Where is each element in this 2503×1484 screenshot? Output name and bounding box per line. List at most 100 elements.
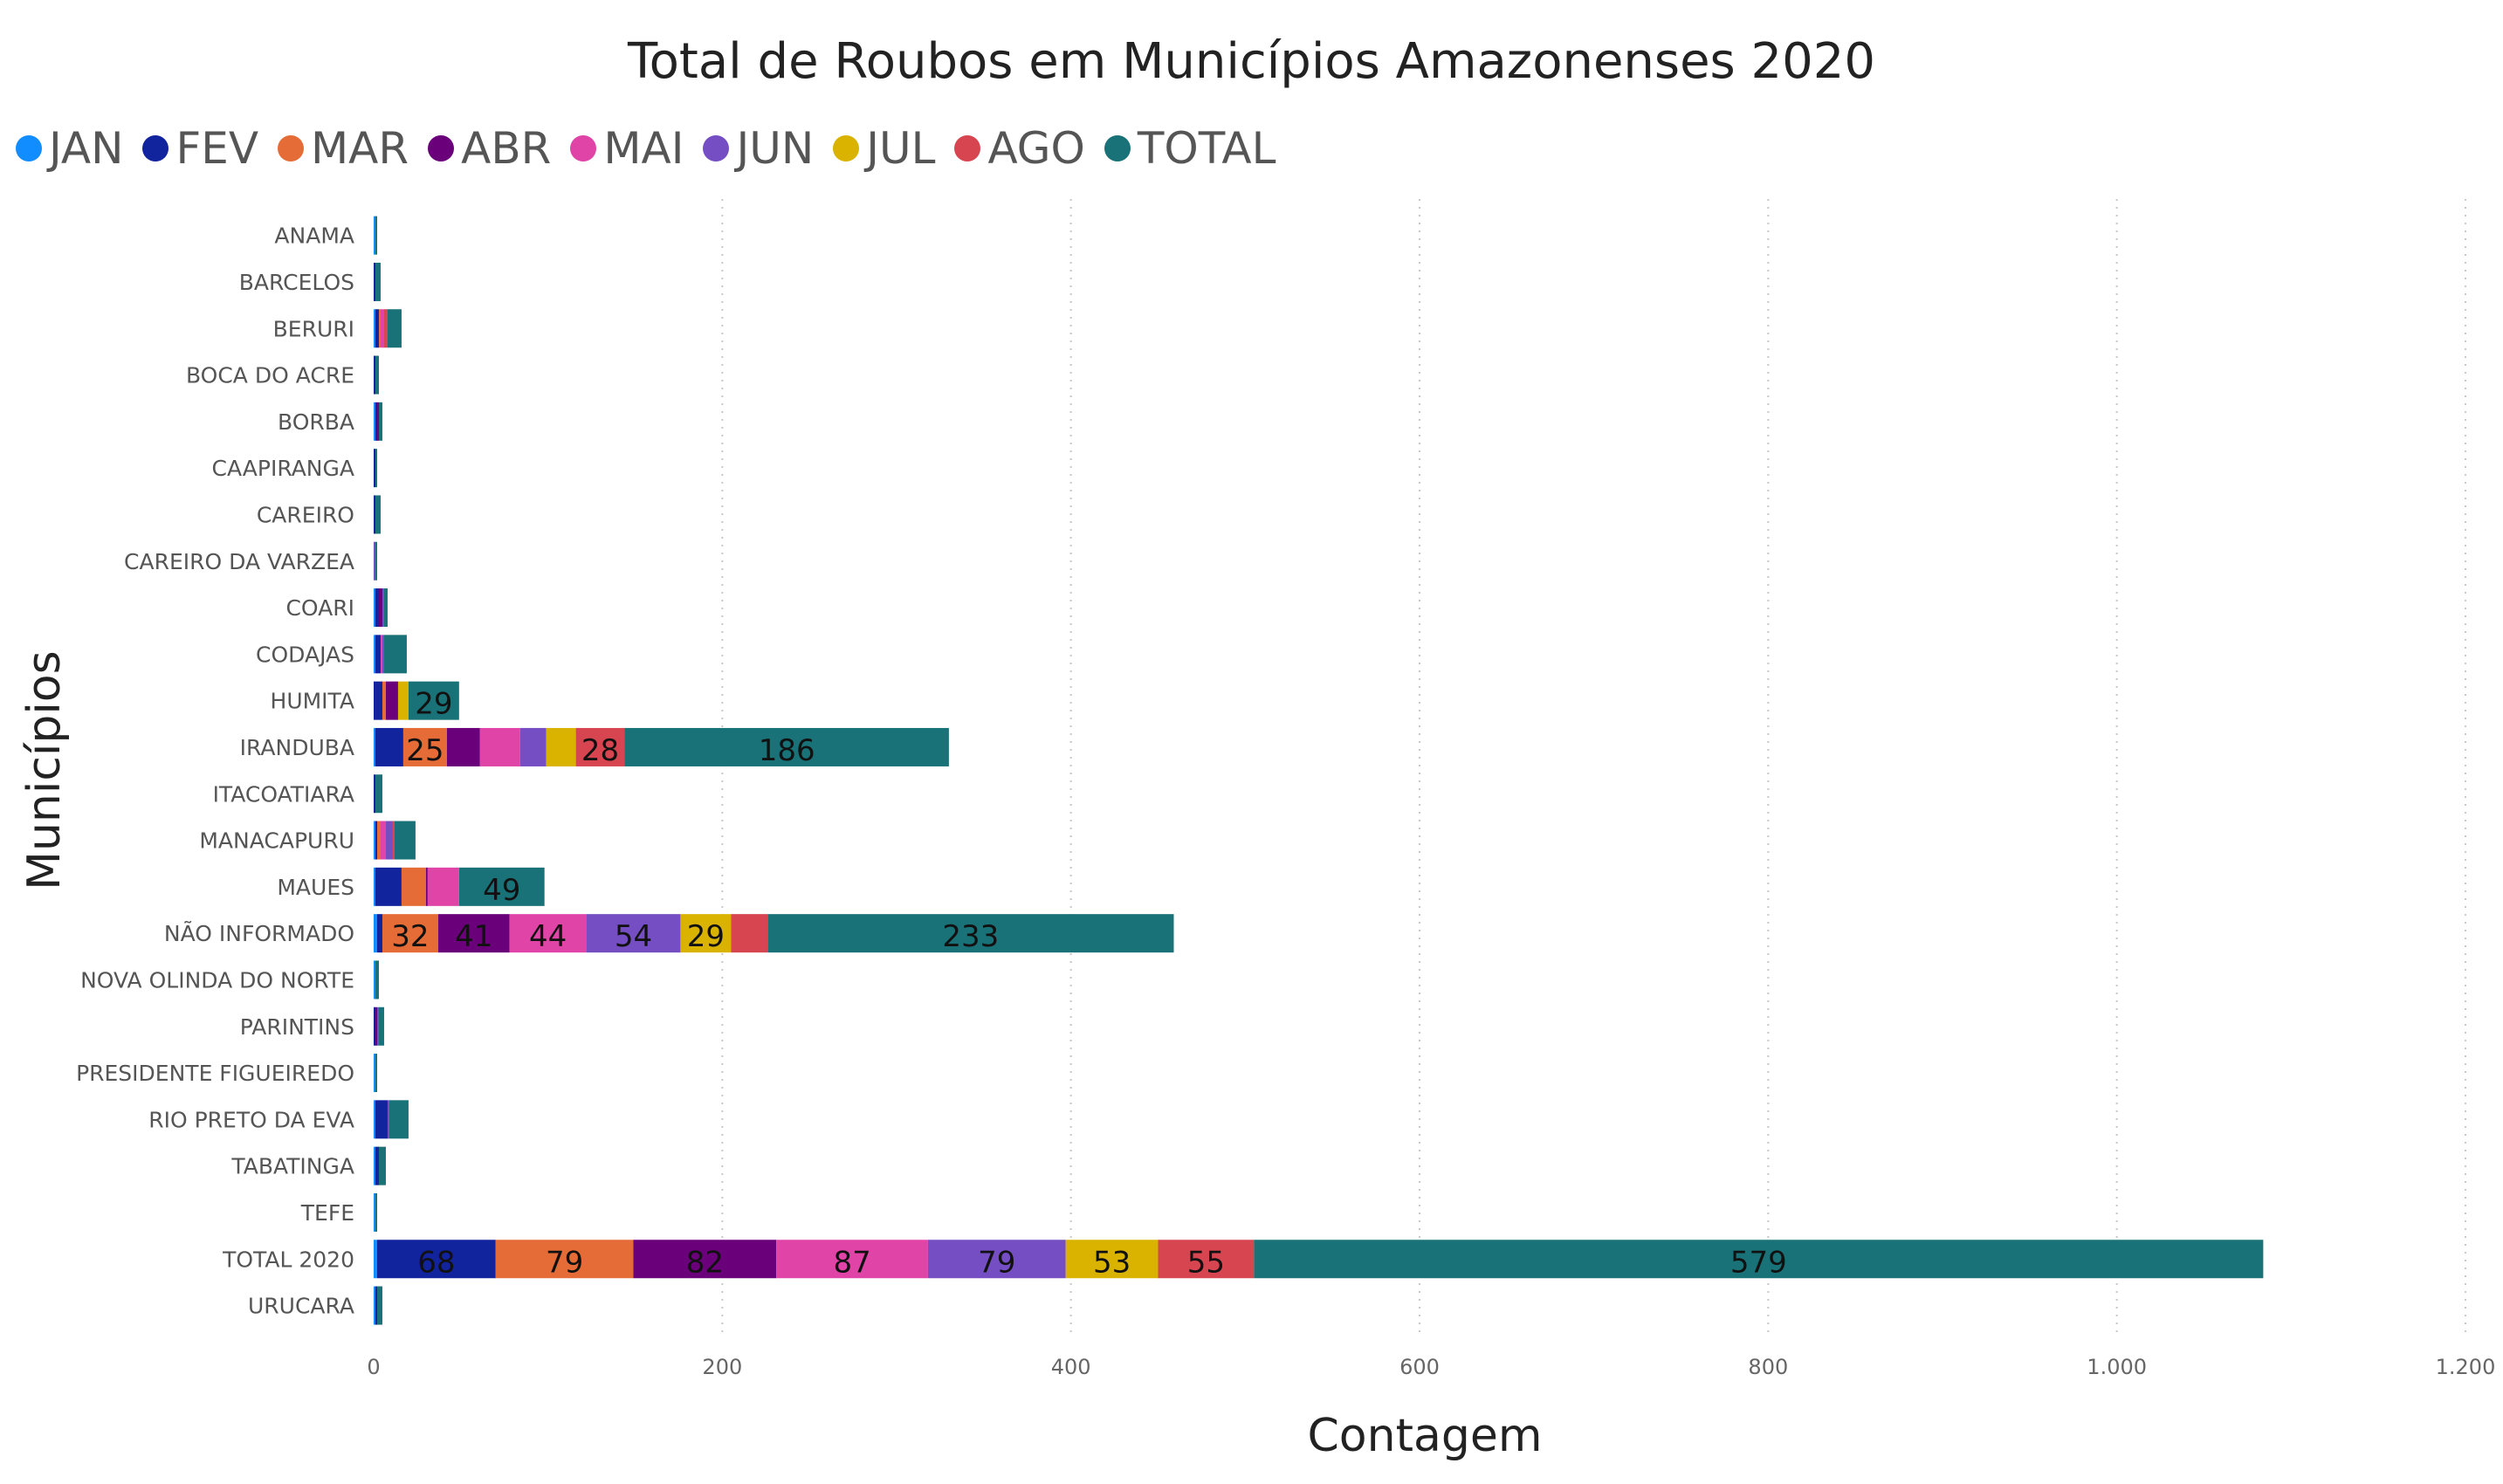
- legend-swatch: [16, 135, 42, 161]
- bar-beruri-total: [387, 309, 402, 348]
- legend-label: FEV: [175, 123, 259, 174]
- bar-nova-olinda-do-norte-total: [375, 960, 379, 1000]
- x-tick-label: 1.000: [2087, 1355, 2147, 1379]
- bar-urucara-jan: [374, 1286, 375, 1325]
- bar-beruri-fev: [375, 309, 379, 348]
- category-label: COARI: [285, 595, 354, 621]
- category-label: PARINTINS: [240, 1014, 354, 1040]
- category-label: ANAMA: [274, 223, 354, 249]
- bar-iranduba-ago: [575, 727, 625, 766]
- x-tick-label: 0: [367, 1355, 380, 1379]
- bar-maues-jan: [374, 867, 375, 906]
- bar-codajas-jan: [374, 635, 375, 674]
- bar-nao-informado-abr: [437, 914, 510, 953]
- bar-total-2020-mar: [495, 1240, 634, 1279]
- category-label: PRESIDENTE FIGUEIREDO: [76, 1061, 354, 1086]
- category-label: BARCELOS: [239, 270, 354, 295]
- bar-parintins-total: [378, 1007, 384, 1046]
- bar-iranduba-jul: [546, 727, 576, 766]
- bar-humita-mar: [382, 681, 386, 720]
- bar-maues-mai: [427, 867, 459, 906]
- bar-coari-jun: [382, 588, 384, 628]
- bar-presidente-figueiredo-total: [375, 1054, 377, 1093]
- legend-item-mar: MAR: [278, 123, 409, 174]
- legend-label: JAN: [49, 123, 124, 174]
- bar-nao-informado-mar: [382, 914, 438, 953]
- bar-careiro-fev: [374, 495, 375, 534]
- legend-label: AGO: [987, 123, 1085, 174]
- legend-item-mai: MAI: [570, 123, 684, 174]
- bar-humita-fev: [374, 681, 382, 720]
- data-label: 579: [1730, 1245, 1787, 1280]
- bar-caapiranga-fev: [374, 449, 375, 488]
- bar-iranduba-abr: [446, 727, 480, 766]
- bar-itacoatiara-fev: [374, 774, 375, 814]
- bar-total-2020-jul: [1065, 1240, 1159, 1279]
- bar-rio-preto-da-eva-fev: [375, 1100, 388, 1139]
- legend-swatch: [570, 135, 597, 161]
- bar-barcelos-fev: [374, 262, 375, 301]
- data-label: 28: [581, 733, 619, 768]
- bar-nao-informado-mai: [509, 914, 587, 953]
- bar-total-2020-jun: [927, 1240, 1066, 1279]
- bar-manacapuru-ago: [392, 821, 395, 860]
- bar-parintins-fev: [374, 1007, 375, 1046]
- bar-anama-jan: [374, 216, 375, 255]
- bar-iranduba-fev: [375, 727, 403, 766]
- category-label: TOTAL 2020: [222, 1247, 354, 1272]
- bar-maues-fev: [375, 867, 402, 906]
- legend-label: MAR: [311, 123, 409, 174]
- category-label: TEFE: [300, 1200, 354, 1226]
- data-label: 32: [391, 919, 429, 954]
- bar-anama-total: [375, 216, 377, 255]
- bar-humita-abr: [385, 681, 398, 720]
- legend-item-jul: JUL: [833, 123, 935, 174]
- bar-maues-total: [458, 867, 545, 906]
- category-label: URUCARA: [248, 1294, 354, 1319]
- bar-iranduba-mai: [479, 727, 520, 766]
- bar-nao-informado-jul: [680, 914, 732, 953]
- data-label: 44: [529, 919, 567, 954]
- bar-urucara-fev: [375, 1286, 377, 1325]
- data-label: 55: [1187, 1245, 1225, 1280]
- bar-urucara-total: [376, 1286, 382, 1325]
- legend-label: TOTAL: [1137, 123, 1276, 174]
- bar-coari-abr: [378, 588, 382, 628]
- data-label: 186: [759, 733, 815, 768]
- bar-boca-do-acre-fev: [374, 355, 375, 395]
- category-label: TABATINGA: [230, 1154, 354, 1179]
- legend-label: JUL: [866, 123, 936, 174]
- bar-manacapuru-jun: [385, 821, 393, 860]
- x-tick-label: 400: [1051, 1355, 1091, 1379]
- bar-beruri-jan: [374, 309, 375, 348]
- x-tick-label: 600: [1399, 1355, 1440, 1379]
- bar-parintins-abr: [375, 1007, 377, 1046]
- category-label: BERURI: [273, 316, 354, 341]
- category-label: NOVA OLINDA DO NORTE: [80, 967, 354, 993]
- data-label: 29: [415, 687, 452, 722]
- data-label: 79: [978, 1245, 1015, 1280]
- bar-nao-informado-jan: [374, 914, 377, 953]
- bar-borba-total: [378, 402, 382, 441]
- x-tick-label: 200: [702, 1355, 742, 1379]
- category-label: MANACAPURU: [199, 828, 354, 854]
- legend-label: JUN: [736, 123, 815, 174]
- legend-swatch: [428, 135, 455, 161]
- bar-total-2020-mai: [776, 1240, 928, 1279]
- bar-maues-mar: [401, 867, 426, 906]
- bar-coari-total: [383, 588, 388, 628]
- data-label: 25: [406, 733, 444, 768]
- bar-careiro-da-varzea-jun: [374, 541, 375, 581]
- x-axis-title: Contagem: [1308, 1410, 1543, 1462]
- bar-iranduba-mar: [402, 727, 447, 766]
- legend: JAN FEV MAR ABR MAI JUN JUL AGO TOTAL: [16, 120, 1296, 176]
- bar-manacapuru-total: [394, 821, 416, 860]
- bar-total-2020-abr: [633, 1240, 777, 1279]
- data-label: 79: [546, 1245, 583, 1280]
- data-label: 54: [615, 919, 652, 954]
- legend-item-total: TOTAL: [1104, 123, 1276, 174]
- bar-codajas-jun: [382, 635, 384, 674]
- legend-item-abr: ABR: [428, 123, 551, 174]
- data-label: 68: [417, 1245, 455, 1280]
- data-label: 53: [1093, 1245, 1131, 1280]
